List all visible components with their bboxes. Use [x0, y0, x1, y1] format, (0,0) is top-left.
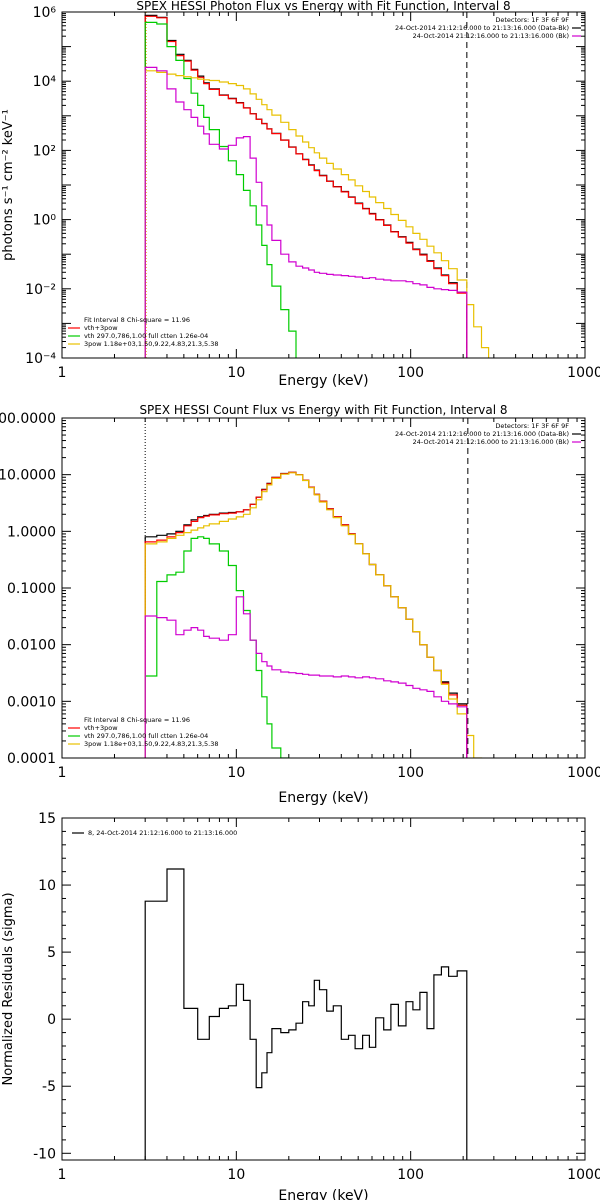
y-tick-label: 15 [38, 811, 56, 827]
legend-top-entry: Detectors: 1F 3F 6F 9F [495, 422, 569, 430]
y-tick-label: 10.0000 [0, 468, 56, 484]
legend-top-entry: Detectors: 1F 3F 6F 9F [495, 16, 569, 24]
y-tick-label: -5 [42, 1079, 56, 1095]
y-tick-label: 0.0010 [7, 694, 56, 710]
legend-top-entry: 24-Oct-2014 21:12:16.000 to 21:13:16.000… [413, 32, 569, 40]
series-line-1 [144, 14, 468, 358]
x-tick-label: 1000 [567, 765, 600, 781]
chart-title: SPEX HESSI Count Flux vs Energy with Fit… [139, 403, 507, 417]
y-tick-label: 10⁰ [33, 213, 57, 229]
x-tick-label: 10 [227, 365, 245, 381]
legend-bottom-entry: Fit Interval 8 Chi-square = 11.96 [84, 716, 190, 724]
plot-frame [61, 417, 586, 759]
x-axis-label: Energy (keV) [278, 790, 368, 806]
x-tick-label: 10 [227, 1167, 245, 1183]
legend-bottom-entry: vth+3pow [84, 324, 118, 332]
series-line-3 [144, 21, 297, 358]
y-tick-label: -10 [33, 1146, 56, 1162]
y-tick-label: 0 [47, 1012, 56, 1028]
y-tick-label: 0.0001 [7, 751, 56, 767]
legend-top-entry: 24-Oct-2014 21:12:16.000 to 21:13:16.000… [395, 430, 569, 438]
plot-frame [61, 11, 586, 359]
series-line-2 [144, 15, 468, 358]
series-line-4 [144, 70, 490, 358]
legend-bottom-entry: vth+3pow [84, 724, 118, 732]
series-line-2 [144, 471, 468, 758]
x-tick-label: 100 [397, 765, 424, 781]
y-axis-label: photons s⁻¹ cm⁻² keV⁻¹ [1, 109, 16, 261]
y-tick-label: 5 [47, 945, 56, 961]
series-line-5 [144, 66, 468, 358]
x-axis-label: Energy (keV) [278, 373, 368, 389]
y-tick-label: 10² [33, 143, 56, 159]
chart-panel-2: SPEX HESSI Count Flux vs Energy with Fit… [0, 403, 600, 806]
x-axis-label: Energy (keV) [278, 1188, 368, 1200]
legend-bottom-entry: Fit Interval 8 Chi-square = 11.96 [84, 316, 190, 324]
plot-frame [61, 817, 586, 1161]
y-tick-label: 10⁶ [33, 5, 57, 21]
legend-top-entry: 24-Oct-2014 21:12:16.000 to 21:13:16.000… [413, 438, 569, 446]
data-layer [144, 14, 490, 358]
series-line-3 [144, 536, 290, 758]
y-tick-label: 10⁻⁴ [25, 351, 56, 367]
y-tick-label: 0.1000 [7, 581, 56, 597]
series-line-1 [144, 868, 468, 1160]
legend-bottom-entry: 3pow 1.18e+03,1.50,9.22,4.83,21.3,5.38 [84, 740, 219, 748]
y-tick-label: 10⁻² [25, 282, 56, 298]
y-tick-label: 10⁴ [33, 74, 57, 90]
legend-entry: 8, 24-Oct-2014 21:12:16.000 to 21:13:16.… [88, 829, 237, 837]
chart-panel-1: SPEX HESSI Photon Flux vs Energy with Fi… [1, 0, 600, 389]
x-tick-label: 1000 [567, 365, 600, 381]
series-line-5 [144, 596, 468, 758]
legend-bottom-entry: 3pow 1.18e+03,1.50,9.22,4.83,21.3,5.38 [84, 340, 219, 348]
x-tick-label: 1 [58, 365, 67, 381]
chart-panel-3: 1 10 100 1000 -10 -5 0 5 10 15 Energy (keV) Normali… [1, 811, 600, 1200]
x-tick-label: 100 [397, 365, 424, 381]
legend-top-entry: 24-Oct-2014 21:12:16.000 to 21:13:16.000… [395, 24, 569, 32]
chart-title: SPEX HESSI Photon Flux vs Energy with Fi… [136, 0, 510, 13]
y-tick-label: 10 [38, 878, 56, 894]
x-tick-label: 1 [58, 765, 67, 781]
x-tick-label: 1000 [567, 1167, 600, 1183]
y-tick-label: 0.0100 [7, 638, 56, 654]
y-axis-label: Normalized Residuals (sigma) [1, 892, 16, 1085]
data-layer [144, 868, 468, 1160]
y-tick-label: 100.0000 [0, 411, 56, 427]
x-tick-label: 100 [397, 1167, 424, 1183]
x-tick-label: 10 [227, 765, 245, 781]
series-line-4 [144, 472, 483, 758]
legend-bottom-entry: vth 297.0,786,1.00 full ctten 1.26e-04 [84, 732, 208, 740]
x-tick-label: 1 [58, 1167, 67, 1183]
series-line-1 [144, 471, 468, 758]
legend-bottom-entry: vth 297.0,786,1.00 full ctten 1.26e-04 [84, 332, 208, 340]
data-layer [144, 471, 483, 758]
y-tick-label: 1.0000 [7, 524, 56, 540]
